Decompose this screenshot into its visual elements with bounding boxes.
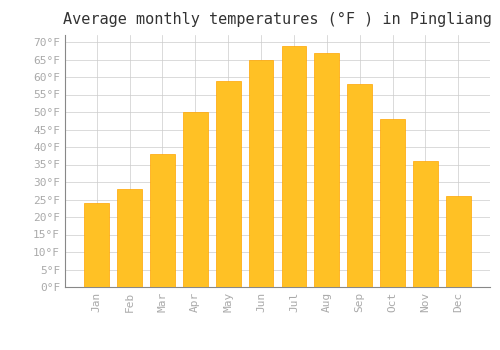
Bar <box>314 52 339 287</box>
Bar <box>248 60 274 287</box>
Bar <box>84 203 109 287</box>
Bar <box>282 46 306 287</box>
Bar <box>348 84 372 287</box>
Bar <box>413 161 438 287</box>
Bar <box>380 119 405 287</box>
Bar <box>183 112 208 287</box>
Title: Average monthly temperatures (°F ) in Pingliang: Average monthly temperatures (°F ) in Pi… <box>63 12 492 27</box>
Bar <box>216 80 240 287</box>
Bar <box>117 189 142 287</box>
Bar <box>150 154 174 287</box>
Bar <box>446 196 470 287</box>
